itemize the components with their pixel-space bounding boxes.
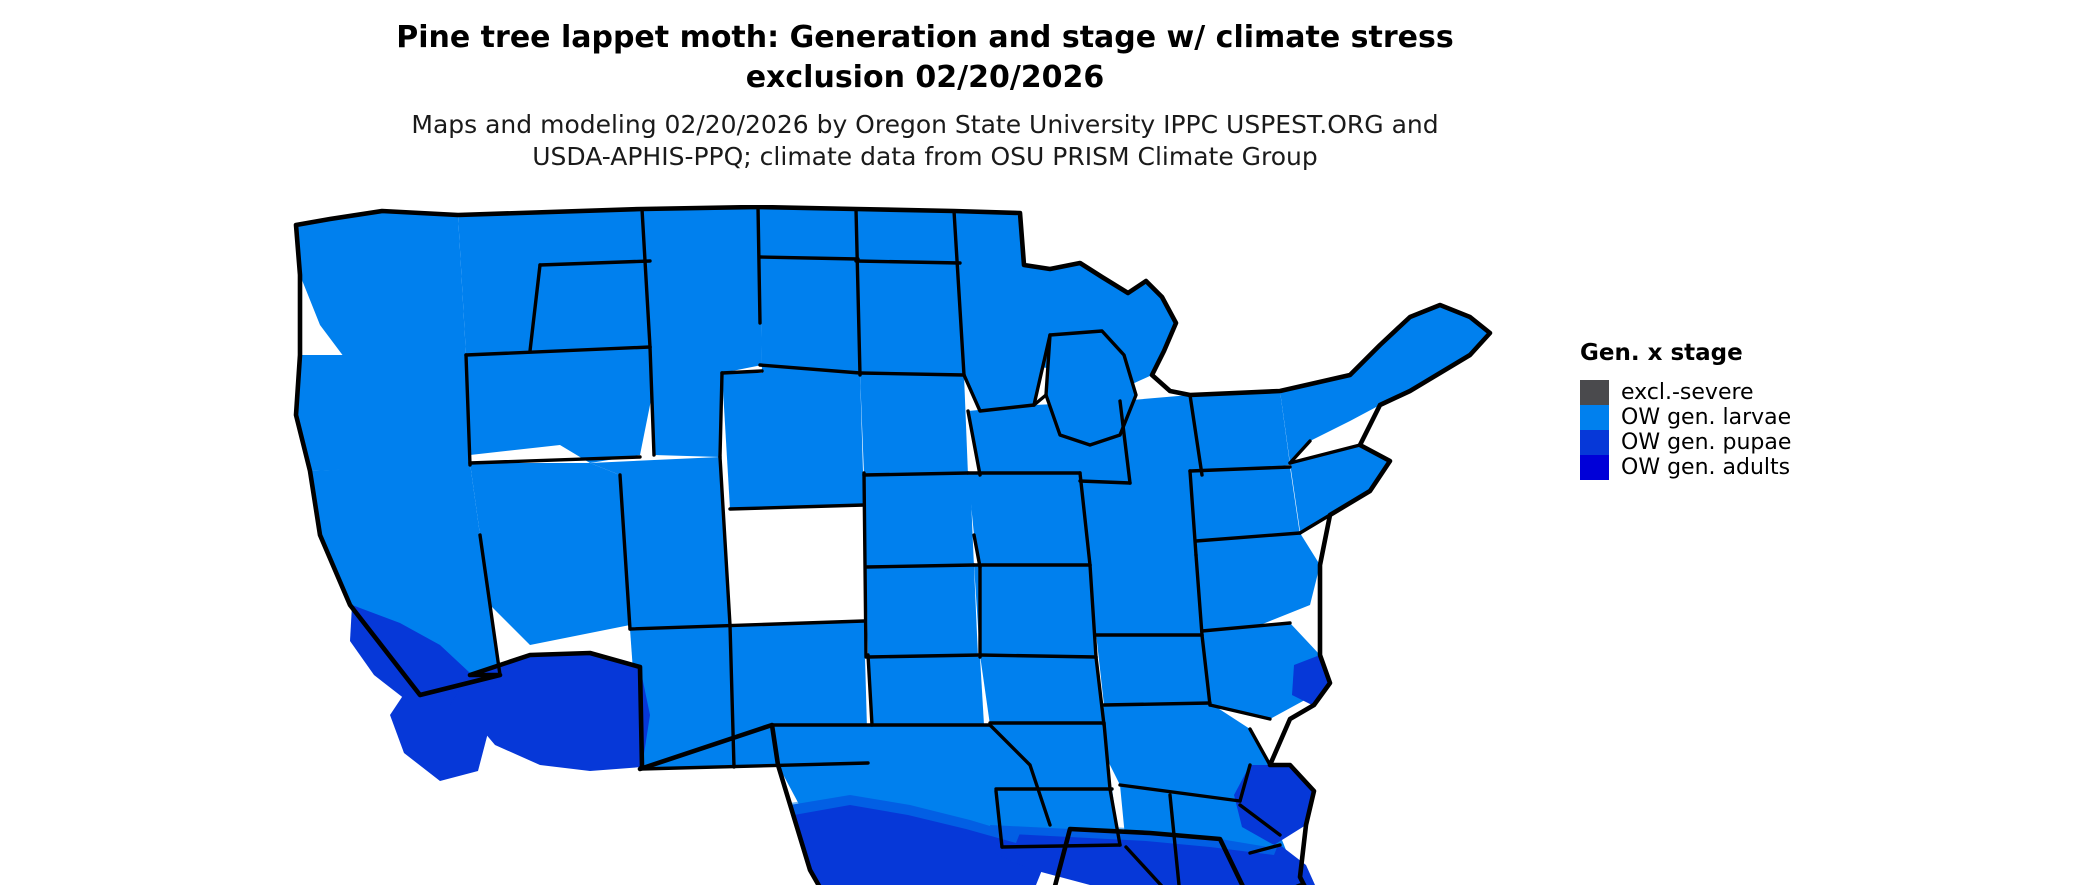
legend-swatch-icon xyxy=(1580,405,1609,430)
legend-item-label: excl.-severe xyxy=(1621,380,1754,405)
map-container[interactable] xyxy=(290,205,1580,885)
national-outline xyxy=(293,205,1493,885)
legend-items: excl.-severe OW gen. larvae OW gen. pupa… xyxy=(1580,380,1920,480)
legend-item-label: OW gen. larvae xyxy=(1621,405,1792,430)
page-subtitle: Maps and modeling 02/20/2026 by Oregon S… xyxy=(411,110,1439,171)
legend-swatch-icon xyxy=(1580,455,1609,480)
page-title: Pine tree lappet moth: Generation and st… xyxy=(396,20,1454,95)
us-choropleth-map[interactable] xyxy=(290,205,1580,885)
legend-item-ow-gen-adults[interactable]: OW gen. adults xyxy=(1580,455,1920,480)
legend-item-ow-gen-larvae[interactable]: OW gen. larvae xyxy=(1580,405,1920,430)
legend-item-label: OW gen. pupae xyxy=(1621,430,1792,455)
legend-item-excl-severe[interactable]: excl.-severe xyxy=(1580,380,1920,405)
legend-title: Gen. x stage xyxy=(1580,340,1743,366)
map-fill-layers xyxy=(296,207,1490,885)
region-ow-gen-larvae xyxy=(296,207,1490,885)
legend-swatch-icon xyxy=(1580,380,1609,405)
legend-swatch-icon xyxy=(1580,430,1609,455)
gradient-speckle-layer xyxy=(790,793,1278,855)
legend-item-label: OW gen. adults xyxy=(1621,455,1791,480)
legend: Gen. x stage excl.-severe OW gen. larvae… xyxy=(1580,340,1920,480)
title-block: Pine tree lappet moth: Generation and st… xyxy=(0,18,1850,173)
legend-item-ow-gen-pupae[interactable]: OW gen. pupae xyxy=(1580,430,1920,455)
